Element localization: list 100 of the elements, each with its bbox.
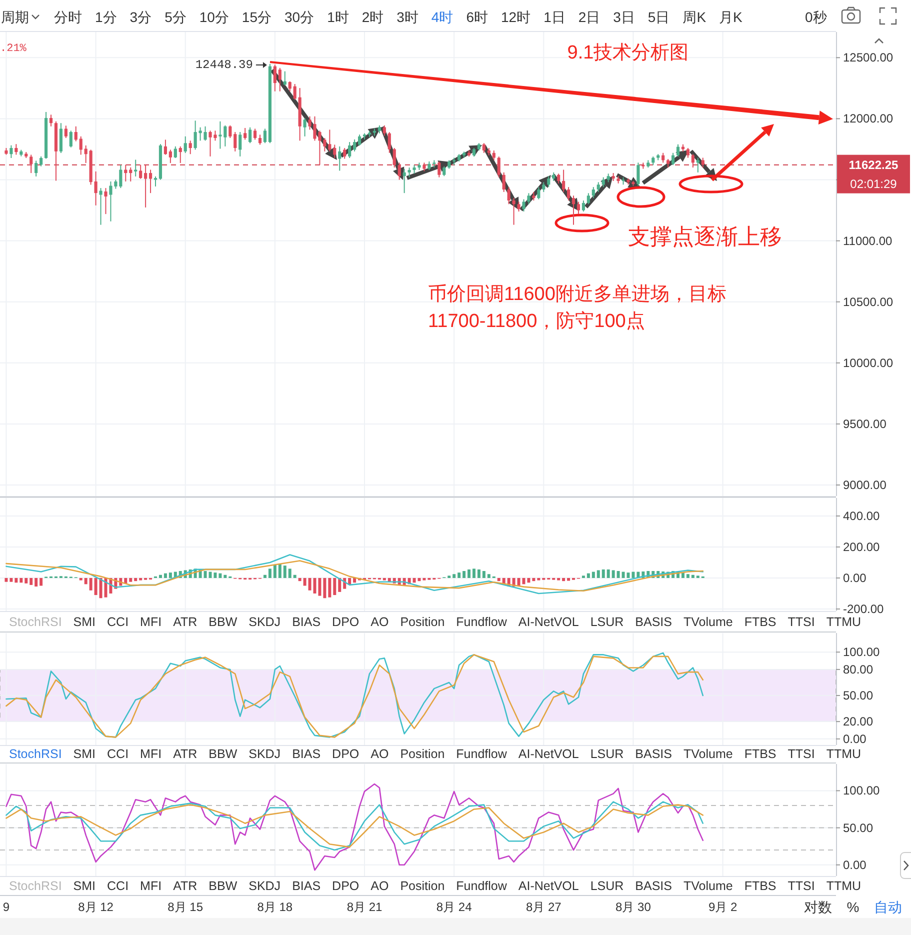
text: 3日 (613, 9, 635, 25)
bar (532, 578, 536, 582)
x-tick-label: 8月 18 (257, 900, 293, 914)
candlestick (119, 164, 122, 189)
candlestick (696, 157, 700, 173)
x-tick-label: 8月 12 (78, 900, 114, 914)
candlestick (64, 125, 68, 138)
text: % (846, 899, 860, 915)
text: LSUR (590, 879, 624, 893)
y-tick-label: 80.00 (843, 662, 874, 676)
candlestick (34, 160, 38, 177)
candlestick (184, 136, 187, 154)
candlestick (348, 142, 352, 159)
text: 周K (682, 9, 707, 25)
y-tick-label: -200.00 (843, 602, 884, 616)
candlestick (49, 114, 53, 127)
candlestick (602, 176, 605, 188)
candlestick (676, 144, 680, 158)
y-tick-label: 0.00 (843, 732, 867, 746)
candlestick (542, 182, 546, 192)
candlestick (288, 80, 292, 92)
candlestick (592, 186, 595, 199)
candlestick (691, 154, 694, 168)
text: SMI (73, 747, 96, 761)
text: TTMU (826, 615, 862, 629)
candlestick (253, 128, 257, 140)
text: Fundflow (456, 879, 508, 893)
text: TVolume (683, 747, 733, 761)
y-tick-label: 10000.00 (843, 356, 894, 370)
candlestick (218, 120, 222, 150)
candlestick (144, 164, 148, 208)
bar (303, 578, 306, 586)
candlestick (388, 132, 391, 154)
x-tick-label: 9 (2, 900, 10, 914)
candlestick (139, 164, 142, 180)
bar (214, 572, 217, 578)
text: Position (400, 747, 445, 761)
text: 对数 (804, 899, 832, 915)
candlestick (258, 134, 262, 146)
bar (323, 578, 326, 598)
bar (308, 578, 312, 590)
text: 10分 (199, 9, 229, 25)
text: SMI (73, 879, 96, 893)
text: 3分 (130, 9, 152, 25)
candlestick (572, 195, 576, 226)
bar (557, 578, 560, 580)
text: BBW (208, 747, 238, 761)
bar (134, 578, 138, 582)
text: StochRSI (9, 747, 62, 761)
candlestick (527, 192, 530, 205)
x-tick-label: 8月 27 (526, 900, 562, 914)
text: 月K (719, 9, 744, 25)
bar (612, 570, 615, 578)
y-tick-label: 100.00 (843, 784, 880, 798)
bar (691, 574, 694, 578)
text: AO (370, 879, 389, 893)
candlestick (358, 134, 362, 146)
x-tick-label: 9月 2 (708, 900, 738, 914)
text: CCI (107, 747, 129, 761)
text: TTMU (826, 879, 862, 893)
text: Fundflow (456, 615, 508, 629)
annotation: 币价回调11600附近多单进场，目标 11700-11800，防守100点 (428, 284, 726, 332)
bar (224, 574, 227, 578)
bar (596, 570, 600, 578)
bar (89, 578, 92, 590)
text: FTBS (744, 615, 776, 629)
x-tick-label: 8月 24 (436, 900, 472, 914)
candlestick (293, 84, 296, 100)
bar (84, 578, 88, 584)
candlestick (701, 157, 704, 168)
candlestick (224, 124, 227, 147)
candlestick (69, 130, 72, 148)
candlestick (129, 166, 132, 182)
candlestick (343, 148, 346, 160)
text: 0秒 (805, 9, 827, 25)
text: FTBS (744, 747, 776, 761)
candlestick (278, 67, 282, 92)
bar (592, 572, 595, 578)
text: SMI (73, 615, 96, 629)
text: 12时 (501, 9, 531, 25)
bar (4, 578, 8, 582)
candlestick (59, 122, 62, 154)
bar (94, 578, 98, 596)
x-tick-label: 8月 21 (346, 900, 383, 914)
bar (158, 574, 162, 578)
text: BIAS (292, 879, 321, 893)
bar (40, 578, 43, 586)
text: AO (370, 747, 389, 761)
bar (20, 578, 23, 583)
text: TVolume (683, 879, 733, 893)
bar (537, 578, 540, 580)
text: BBW (208, 615, 238, 629)
text: CCI (107, 879, 129, 893)
text: 6时 (466, 9, 488, 25)
bar (422, 578, 426, 580)
candlestick (582, 200, 585, 212)
candlestick (338, 146, 342, 172)
bar (10, 578, 13, 582)
bar (686, 574, 690, 578)
text: 5分 (164, 9, 186, 25)
